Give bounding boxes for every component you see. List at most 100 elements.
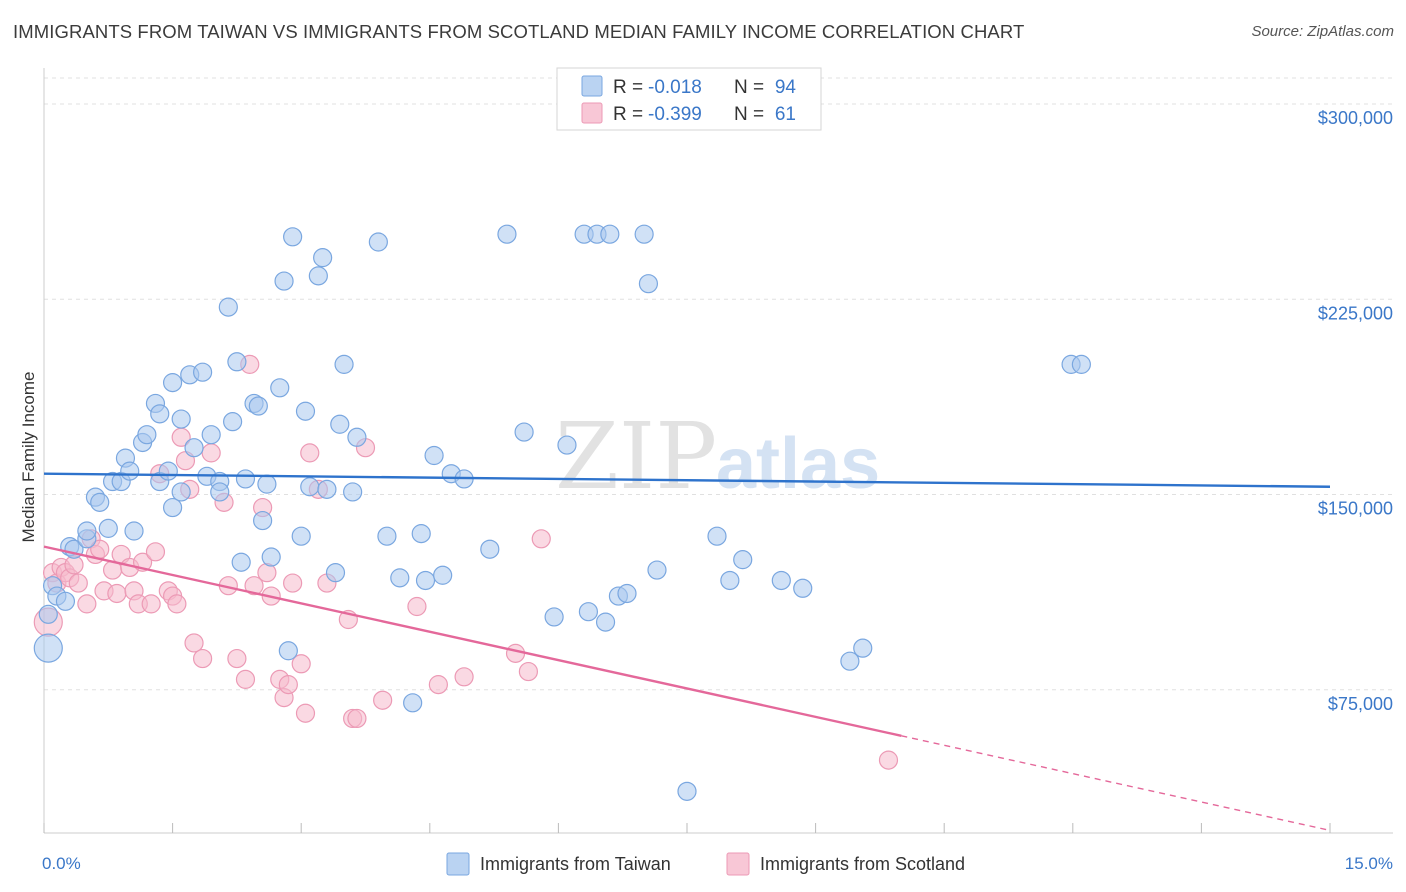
taiwan-point — [150, 404, 170, 424]
taiwan-point — [411, 524, 431, 544]
taiwan-point — [720, 570, 740, 591]
taiwan-point — [634, 224, 654, 244]
taiwan-point — [317, 479, 337, 499]
taiwan-point — [313, 248, 333, 268]
scotland-point — [373, 690, 393, 710]
x-max-label: 15.0% — [1345, 854, 1393, 873]
taiwan-point — [193, 362, 213, 382]
scotland-point — [77, 594, 97, 614]
scotland-point — [107, 583, 127, 604]
taiwan-point — [77, 521, 97, 541]
scotland-point — [227, 648, 247, 669]
taiwan-point — [480, 539, 500, 559]
taiwan-point — [274, 271, 294, 291]
scotland-point — [167, 594, 187, 614]
scotland-point — [505, 643, 526, 663]
taiwan-point — [793, 578, 813, 598]
legend-swatch-taiwan — [581, 75, 603, 97]
taiwan-point — [124, 521, 144, 541]
taiwan-point — [424, 445, 444, 466]
taiwan-point — [38, 604, 58, 624]
taiwan-point — [343, 482, 363, 502]
taiwan-point — [325, 563, 346, 583]
gridlines — [44, 77, 1393, 691]
legend-r-label-taiwan: R = — [613, 77, 643, 98]
correlation-legend: R = -0.018 N = 94 R = -0.399 N = 61 — [556, 67, 822, 131]
taiwan-point — [347, 427, 367, 447]
taiwan-point — [771, 570, 791, 591]
series-legend: Immigrants from Taiwan Immigrants from S… — [446, 852, 965, 876]
scotland-point — [531, 529, 551, 549]
legend-r-value-scotland: -0.399 — [648, 104, 702, 125]
y-axis-label: Median Family Income — [19, 371, 38, 542]
taiwan-point — [257, 474, 277, 494]
taiwan-point — [218, 297, 238, 317]
taiwan-point — [707, 526, 727, 546]
taiwan-point — [171, 409, 191, 429]
series-legend-swatch-scotland — [726, 852, 750, 876]
taiwan-point — [617, 583, 637, 604]
scotland-trend-line-projection — [901, 735, 1331, 832]
taiwan-point — [253, 510, 273, 531]
taiwan-point — [514, 422, 534, 442]
taiwan-point — [1071, 354, 1091, 374]
scotland-point — [278, 675, 298, 695]
legend-r-label-scotland: R = — [613, 104, 643, 125]
taiwan-point — [544, 607, 564, 627]
taiwan-point — [677, 781, 697, 801]
series-legend-label-scotland: Immigrants from Scotland — [760, 854, 965, 874]
y-tick-labels: $75,000 $150,000 $225,000 $300,000 — [1318, 108, 1393, 714]
taiwan-point — [295, 401, 316, 421]
source-label: Source: ZipAtlas.com — [1251, 23, 1394, 40]
taiwan-point — [235, 469, 256, 489]
scotland-point — [201, 443, 221, 463]
scotland-point — [235, 669, 256, 689]
watermark-zip: ZIP — [555, 403, 717, 510]
scotland-point — [347, 708, 367, 729]
y-tick-label: $150,000 — [1318, 499, 1393, 519]
taiwan-point — [223, 412, 243, 432]
legend-swatch-scotland — [581, 102, 603, 124]
scotland-trend-line — [43, 545, 902, 737]
taiwan-point — [853, 638, 873, 658]
taiwan-point — [184, 438, 204, 458]
taiwan-point — [137, 425, 157, 445]
taiwan-point — [638, 274, 659, 294]
taiwan-point — [403, 693, 423, 713]
taiwan-point — [733, 550, 753, 570]
scotland-point — [283, 573, 303, 593]
chart-title: IMMIGRANTS FROM TAIWAN VS IMMIGRANTS FRO… — [13, 21, 1025, 42]
legend-r-value-taiwan: -0.018 — [648, 77, 702, 98]
legend-n-value-scotland: 61 — [775, 104, 796, 125]
taiwan-point — [308, 266, 328, 286]
taiwan-point — [278, 641, 298, 661]
scotland-point — [300, 443, 320, 463]
taiwan-point — [330, 414, 350, 434]
taiwan-point — [120, 461, 140, 481]
taiwan-point — [171, 482, 191, 502]
taiwan-point — [840, 651, 860, 671]
legend-n-label-taiwan: N = — [734, 77, 764, 98]
series-legend-swatch-taiwan — [446, 852, 470, 876]
taiwan-point — [201, 425, 221, 445]
scotland-point — [184, 633, 204, 653]
taiwan-point — [261, 547, 281, 567]
taiwan-point — [600, 224, 620, 244]
taiwan-point — [90, 492, 110, 512]
taiwan-point — [55, 591, 76, 611]
scotland-point — [295, 703, 316, 723]
legend-n-value-taiwan: 94 — [775, 77, 797, 98]
scotland-point — [454, 667, 474, 687]
axes — [43, 68, 1393, 834]
scotland-point — [141, 594, 161, 614]
taiwan-point — [415, 570, 436, 591]
legend-n-label-scotland: N = — [734, 104, 764, 125]
taiwan-point — [557, 435, 577, 455]
taiwan-point — [595, 612, 616, 632]
scotland-point — [145, 542, 166, 562]
taiwan-point — [98, 518, 118, 538]
taiwan-point — [334, 354, 354, 374]
watermark: ZIP atlas — [555, 403, 880, 510]
taiwan-point — [227, 352, 247, 372]
